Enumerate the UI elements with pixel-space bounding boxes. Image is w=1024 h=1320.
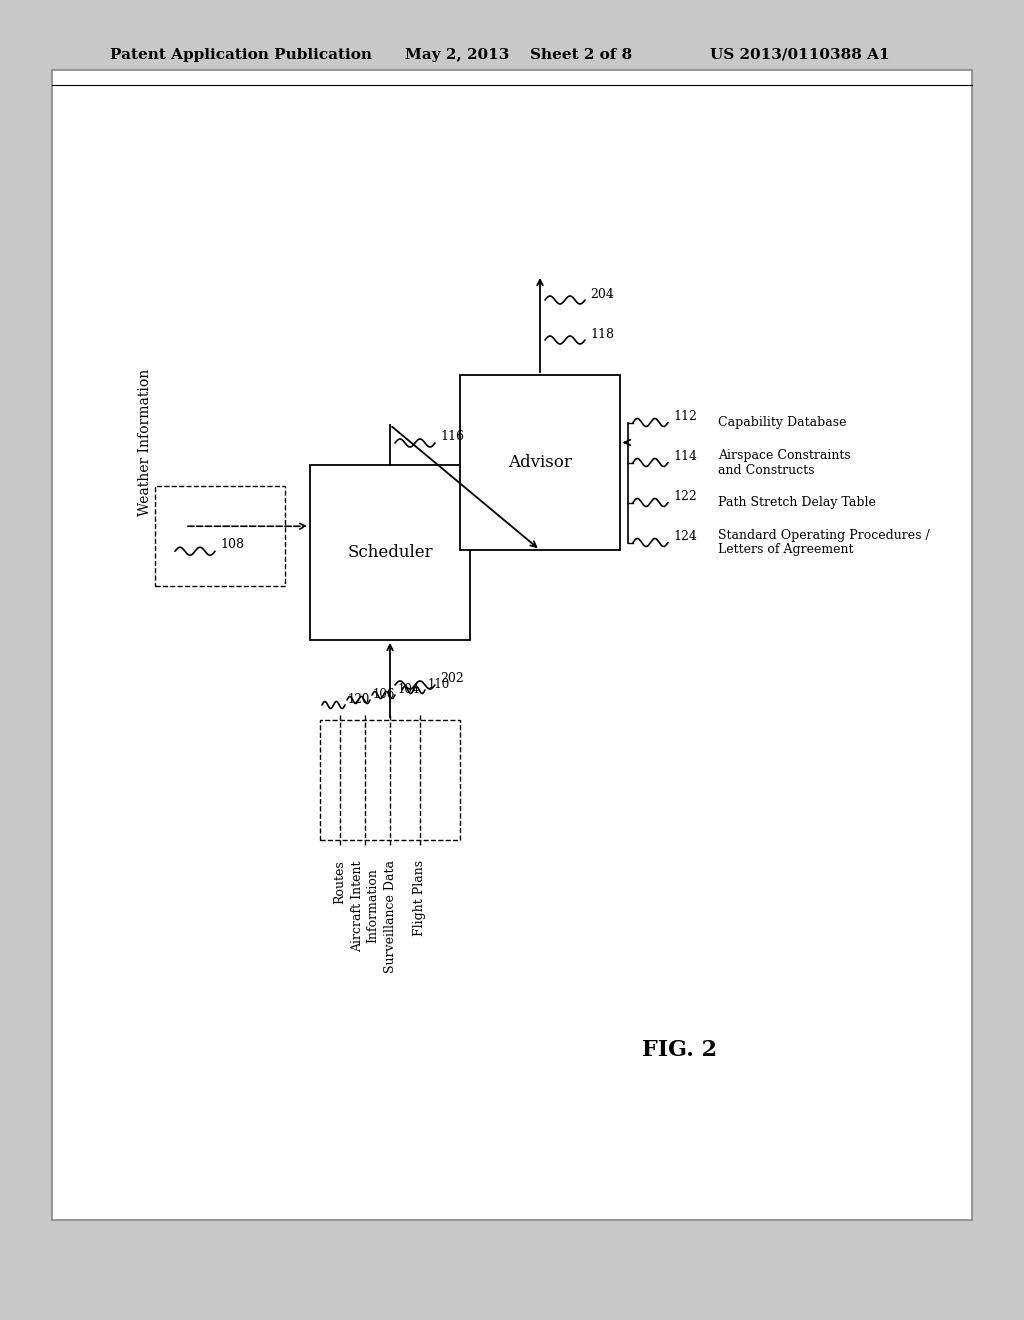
Text: Surveillance Data: Surveillance Data [384, 861, 396, 973]
Text: 114: 114 [673, 450, 697, 462]
Text: Path Stretch Delay Table: Path Stretch Delay Table [718, 496, 876, 510]
Text: 202: 202 [440, 672, 464, 685]
Text: US 2013/0110388 A1: US 2013/0110388 A1 [710, 48, 890, 62]
Text: 106: 106 [373, 688, 395, 701]
Text: 116: 116 [440, 430, 464, 444]
Text: FIG. 2: FIG. 2 [642, 1039, 718, 1061]
Text: Weather Information: Weather Information [138, 368, 152, 516]
Text: 112: 112 [673, 409, 697, 422]
Bar [319, 719, 460, 840]
Text: 124: 124 [673, 529, 697, 543]
Text: 110: 110 [428, 678, 451, 690]
Text: May 2, 2013: May 2, 2013 [406, 48, 509, 62]
Text: 204: 204 [590, 288, 613, 301]
Bar [310, 465, 470, 640]
Text: Advisor: Advisor [508, 454, 572, 471]
Text: Patent Application Publication: Patent Application Publication [110, 48, 372, 62]
Text: 104: 104 [398, 682, 421, 696]
Text: Routes: Routes [334, 861, 346, 904]
Text: Flight Plans: Flight Plans [414, 861, 427, 936]
Text: Sheet 2 of 8: Sheet 2 of 8 [530, 48, 632, 62]
Text: 118: 118 [590, 327, 614, 341]
Text: Aircraft Intent
Information: Aircraft Intent Information [351, 861, 379, 952]
Text: Standard Operating Procedures /
Letters of Agreement: Standard Operating Procedures / Letters … [718, 528, 930, 557]
Text: 108: 108 [220, 539, 244, 552]
Text: 122: 122 [673, 490, 696, 503]
Bar [155, 486, 285, 586]
Text: Scheduler: Scheduler [347, 544, 433, 561]
Bar [460, 375, 620, 550]
Text: Airspace Constraints
and Constructs: Airspace Constraints and Constructs [718, 449, 851, 477]
Bar [52, 70, 972, 1220]
Text: 120: 120 [348, 693, 371, 706]
Text: Capability Database: Capability Database [718, 416, 847, 429]
